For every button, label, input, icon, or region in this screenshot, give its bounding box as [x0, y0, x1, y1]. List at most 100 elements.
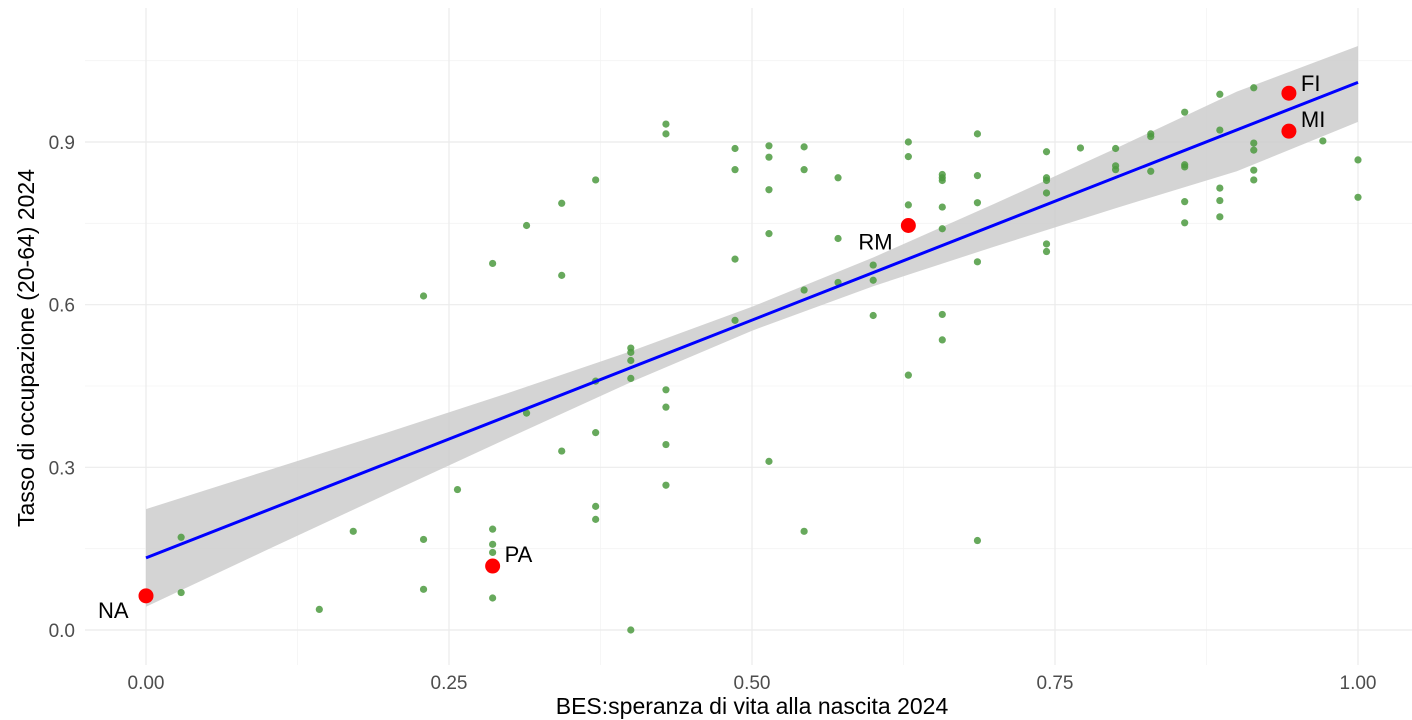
data-point — [489, 540, 497, 548]
data-point — [1181, 219, 1189, 227]
y-axis-title: Tasso di occupazione (20-64) 2024 — [13, 169, 39, 527]
highlight-label-na: NA — [98, 598, 129, 623]
data-point — [973, 130, 982, 138]
data-point — [938, 310, 946, 319]
data-point — [1181, 198, 1189, 206]
data-point — [627, 356, 635, 365]
data-point — [1147, 167, 1155, 175]
data-point — [592, 176, 600, 184]
trend-line-path — [145, 80, 1359, 560]
data-point — [1076, 144, 1085, 152]
data-point — [938, 225, 946, 233]
highlight-point-pa — [485, 558, 501, 574]
data-point — [592, 429, 600, 437]
data-point — [1319, 137, 1327, 145]
x-tick-label: 0.50 — [734, 673, 771, 694]
highlight-point-na — [138, 588, 154, 604]
data-point — [662, 481, 670, 489]
highlight-point-mi — [1281, 123, 1297, 139]
highlight-point-rm — [900, 218, 916, 234]
data-point — [731, 144, 739, 153]
x-tick-label: 0.25 — [431, 673, 468, 694]
data-point — [627, 374, 635, 383]
data-point — [834, 174, 842, 182]
data-point — [765, 142, 773, 150]
data-point — [765, 186, 773, 194]
x-tick-label: 1.00 — [1340, 673, 1377, 694]
data-point — [1042, 148, 1051, 156]
data-point — [558, 271, 566, 279]
data-point — [1216, 196, 1224, 205]
data-point — [800, 286, 808, 294]
data-point — [1147, 132, 1155, 141]
data-point — [1042, 247, 1051, 256]
data-point — [1250, 166, 1258, 174]
data-point — [627, 348, 635, 356]
data-points — [177, 84, 1362, 634]
data-point — [904, 371, 912, 379]
data-point — [177, 533, 185, 541]
data-point — [973, 199, 982, 207]
data-point — [1250, 146, 1258, 154]
data-point — [1354, 156, 1362, 164]
data-point — [973, 536, 982, 545]
highlight-points: NA PA RM FI MI — [98, 71, 1325, 623]
y-tick-label: 0.6 — [49, 296, 75, 317]
data-point — [938, 203, 946, 211]
confidence-band — [146, 46, 1358, 607]
data-point — [419, 585, 428, 593]
data-point — [558, 199, 566, 207]
data-point — [731, 255, 739, 263]
data-point — [627, 626, 635, 634]
highlight-label-pa: PA — [505, 542, 533, 567]
highlight-label-fi: FI — [1301, 71, 1321, 96]
data-point — [1216, 184, 1224, 192]
data-point — [1250, 176, 1258, 184]
highlight-point-fi — [1281, 85, 1297, 101]
data-point — [453, 485, 462, 494]
data-point — [800, 527, 808, 535]
data-point — [662, 386, 670, 394]
data-point — [558, 447, 566, 455]
data-point — [489, 548, 497, 557]
y-tick-label: 0.3 — [49, 458, 75, 479]
highlight-label-mi: MI — [1301, 107, 1325, 132]
data-point — [1042, 240, 1051, 248]
data-point — [419, 292, 428, 300]
x-tick-label: 0.00 — [128, 673, 165, 694]
x-axis-title: BES:speranza di vita alla nascita 2024 — [556, 693, 949, 719]
data-point — [938, 336, 946, 344]
data-point — [1112, 166, 1120, 174]
data-point — [869, 261, 877, 269]
data-point — [489, 525, 497, 533]
data-point — [662, 120, 670, 128]
data-point — [904, 138, 912, 146]
data-point — [349, 527, 357, 535]
data-point — [592, 502, 600, 510]
data-point — [662, 403, 670, 411]
data-point — [1250, 84, 1258, 92]
data-point — [1354, 193, 1362, 201]
data-point — [869, 276, 877, 284]
y-tick-label: 0.9 — [49, 133, 75, 154]
data-point — [800, 143, 808, 151]
data-point — [1216, 90, 1224, 98]
data-point — [765, 230, 773, 238]
data-point — [522, 221, 531, 230]
data-point — [1112, 144, 1120, 153]
data-point — [904, 153, 912, 161]
data-point — [765, 153, 773, 161]
trend-line — [145, 80, 1359, 560]
data-point — [869, 311, 877, 320]
data-point — [1181, 163, 1189, 171]
data-point — [834, 234, 842, 243]
data-point — [177, 588, 185, 597]
x-axis-ticks: 0.00 0.25 0.50 0.75 1.00 — [128, 673, 1377, 694]
y-axis-ticks: 0.0 0.3 0.6 0.9 — [49, 133, 75, 642]
data-point — [973, 258, 982, 266]
data-point — [1216, 126, 1224, 134]
data-point — [489, 594, 497, 602]
data-point — [1042, 176, 1051, 185]
data-point — [973, 172, 982, 180]
